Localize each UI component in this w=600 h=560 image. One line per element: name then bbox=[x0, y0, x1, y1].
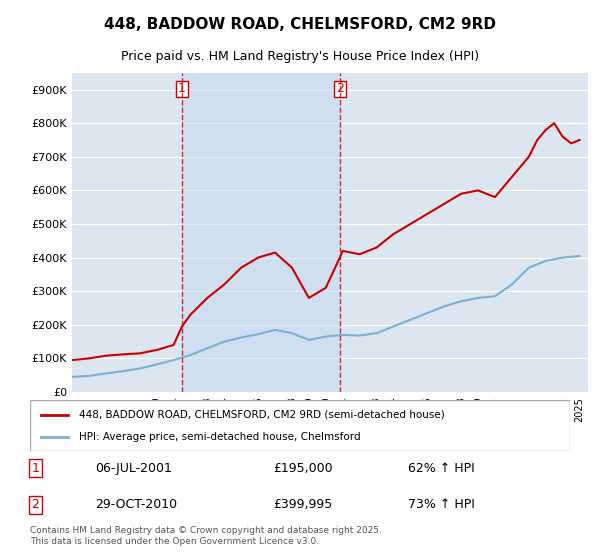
Text: 2: 2 bbox=[31, 498, 40, 511]
Text: Contains HM Land Registry data © Crown copyright and database right 2025.
This d: Contains HM Land Registry data © Crown c… bbox=[30, 526, 382, 546]
Text: 29-OCT-2010: 29-OCT-2010 bbox=[95, 498, 177, 511]
FancyBboxPatch shape bbox=[30, 400, 570, 451]
Text: HPI: Average price, semi-detached house, Chelmsford: HPI: Average price, semi-detached house,… bbox=[79, 432, 360, 442]
Text: 448, BADDOW ROAD, CHELMSFORD, CM2 9RD (semi-detached house): 448, BADDOW ROAD, CHELMSFORD, CM2 9RD (s… bbox=[79, 409, 445, 419]
Text: 62% ↑ HPI: 62% ↑ HPI bbox=[408, 461, 475, 475]
Text: 06-JUL-2001: 06-JUL-2001 bbox=[95, 461, 172, 475]
Text: 73% ↑ HPI: 73% ↑ HPI bbox=[408, 498, 475, 511]
Text: 1: 1 bbox=[31, 461, 40, 475]
Text: 448, BADDOW ROAD, CHELMSFORD, CM2 9RD: 448, BADDOW ROAD, CHELMSFORD, CM2 9RD bbox=[104, 17, 496, 32]
Text: Price paid vs. HM Land Registry's House Price Index (HPI): Price paid vs. HM Land Registry's House … bbox=[121, 50, 479, 63]
Bar bbox=[182, 73, 340, 392]
Text: £399,995: £399,995 bbox=[273, 498, 332, 511]
Text: 2: 2 bbox=[336, 82, 344, 95]
Text: 1: 1 bbox=[178, 82, 186, 95]
Text: £195,000: £195,000 bbox=[273, 461, 332, 475]
